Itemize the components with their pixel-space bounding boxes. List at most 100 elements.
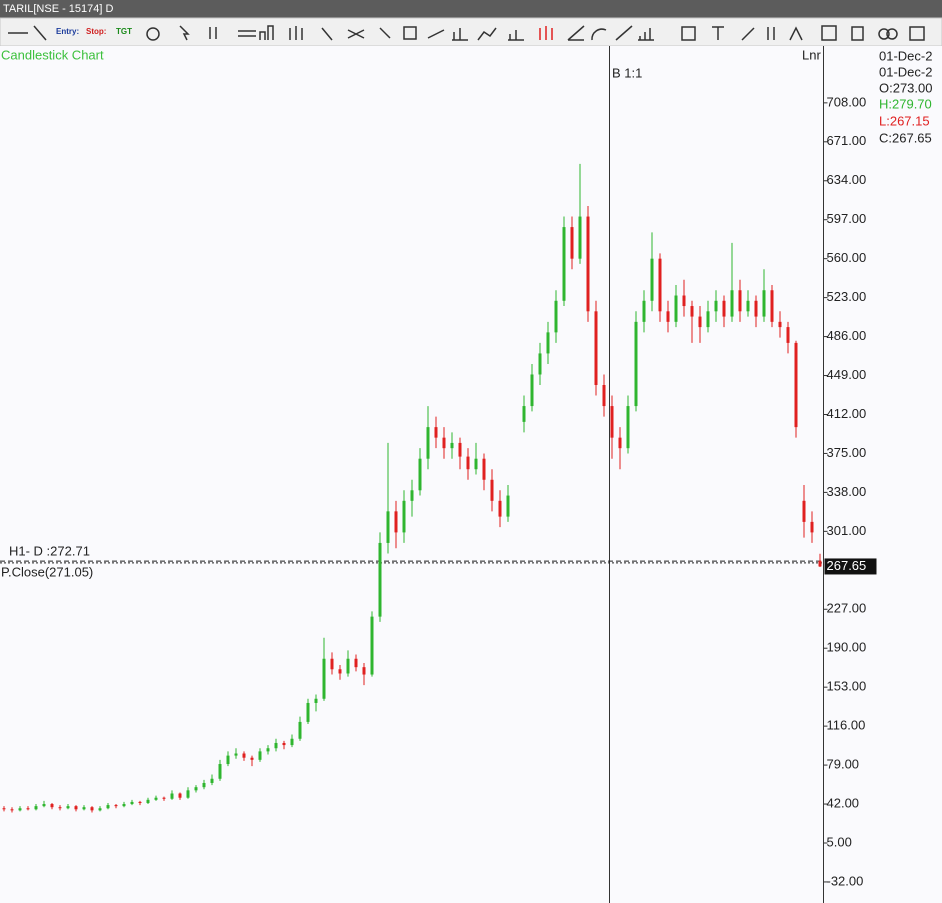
candle-body [746,300,750,312]
candle-body [706,311,710,328]
crosshair-label: B 1:1 [612,65,642,80]
toolbar [0,17,942,47]
candle-body [450,442,454,449]
candle-body [674,295,678,322]
y-tick-label: 301.00 [827,523,867,538]
candle-body [650,258,654,301]
candle-body [442,437,446,449]
candle-body [138,801,142,803]
candle-body [610,406,614,438]
candle-body [218,764,222,779]
candle-body [18,808,22,811]
y-tick-label: 449.00 [827,367,867,382]
candle-body [362,667,366,675]
toolbar-button[interactable]: TGT [116,27,132,36]
candle-body [106,805,110,809]
candle-body [682,295,686,307]
candle-body [738,290,742,312]
candle-body [666,311,670,322]
candle-body [490,479,494,501]
toolbar-button[interactable]: Stop: [86,27,106,36]
info-line: C:267.65 [879,130,932,145]
candle-body [242,753,246,758]
price-line-label: P.Close(271.05) [1,564,93,579]
candle-body [818,560,822,567]
candle-body [130,801,134,805]
candle-body [250,757,254,760]
candle-body [298,721,302,739]
candle-body [546,332,550,354]
candle-body [506,495,510,517]
candle-body [66,806,70,809]
candle-body [770,290,774,322]
candle-body [714,300,718,312]
candle-body [474,458,478,470]
candle-body [754,300,758,317]
candle-body [2,808,6,810]
candle-body [466,456,470,470]
candle-body [330,658,334,670]
candle-body [626,406,630,449]
candle-body [58,807,62,809]
y-tick-label: 5.00 [827,834,852,849]
candle-body [354,658,358,668]
y-tick-label: 708.00 [827,94,867,109]
candle-body [498,500,502,517]
candle-body [50,804,54,808]
candle-body [322,658,326,699]
candle-body [578,216,582,259]
candle-body [762,290,766,317]
candle-body [378,542,382,617]
y-tick-label: 634.00 [827,172,867,187]
candle-body [802,500,806,522]
candle-body [418,458,422,491]
candle-body [34,806,38,810]
last-price-box [824,558,877,575]
candle-body [26,808,30,810]
candle-body [122,804,126,807]
info-line: 01-Dec-2 [879,48,932,63]
axis-area [824,46,942,903]
candle-body [690,306,694,317]
candle-body [642,300,646,322]
y-tick-label: 412.00 [827,406,867,421]
candle-body [426,427,430,459]
candle-body [210,778,214,783]
candle-body [394,511,398,533]
y-tick-label: 227.00 [827,601,867,616]
candle-body [562,227,566,301]
y-tick-label: 486.00 [827,328,867,343]
candle-body [306,702,310,722]
candle-body [458,442,462,457]
candle-body [194,787,198,791]
y-tick-label: 79.00 [827,757,860,772]
candle-body [794,342,798,428]
y-tick-label: 153.00 [827,679,867,694]
y-tick-label: 338.00 [827,484,867,499]
candle-body [530,374,534,407]
candle-body [594,311,598,386]
candle-body [634,321,638,407]
info-line: 01-Dec-2 [879,64,932,79]
candle-body [778,321,782,328]
candle-body [346,658,350,674]
last-price-label: 267.65 [827,558,867,573]
candle-body [162,797,166,799]
chart-area [0,46,824,903]
toolbar-button[interactable]: Entry: [56,27,79,36]
candle-body [154,797,158,800]
info-line: O:273.00 [879,80,933,95]
candle-body [386,511,390,543]
candle-body [202,782,206,788]
candle-body [178,793,182,798]
y-tick-label: -32.00 [827,873,864,888]
window-title: TARIL[NSE - 15174] D [3,3,114,15]
candle-body [570,227,574,259]
candle-body [258,751,262,760]
candle-body [98,808,102,811]
candle-body [338,669,342,674]
candle-body [170,793,174,799]
candle-body [402,500,406,533]
info-panel: 01-Dec-2 01-Dec-2 O:273.00 H:279.70 L:26… [879,48,933,145]
